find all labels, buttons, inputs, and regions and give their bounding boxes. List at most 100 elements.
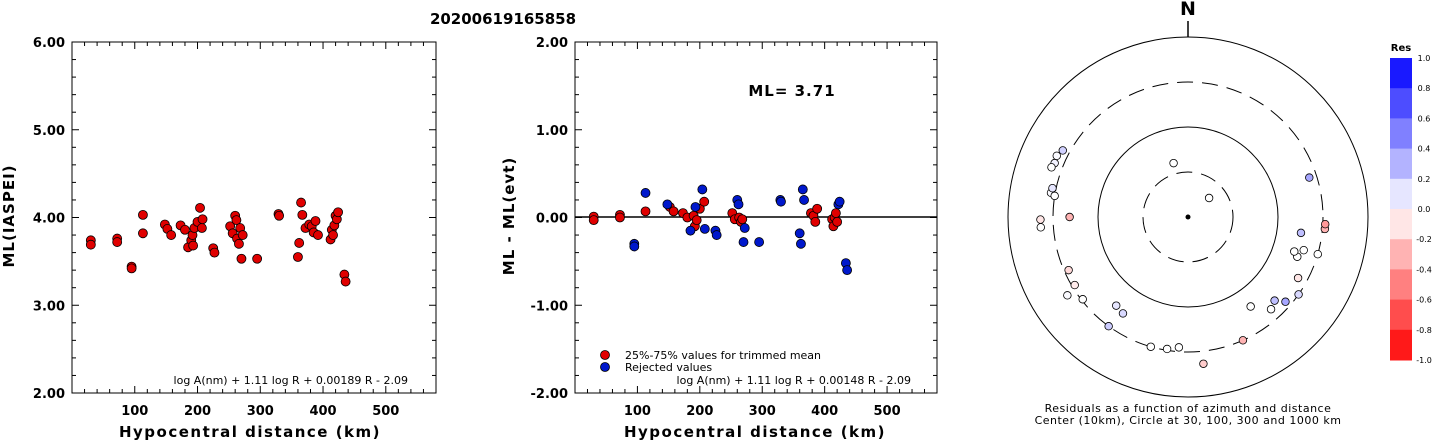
colorbar-cell — [1390, 209, 1412, 240]
rejected-point — [711, 230, 722, 240]
ml-residual-x-axis: 100 200 300 400 500 — [586, 42, 926, 419]
epicenter-dot — [1185, 214, 1191, 220]
station-residual-marker — [1169, 158, 1178, 168]
ml-iaspei-point — [236, 253, 247, 264]
colorbar-tick-label: -0.8 — [1416, 326, 1432, 335]
ml-iaspei-ytick-label: 2.00 — [33, 387, 65, 402]
station-residual-marker — [1266, 305, 1276, 314]
legend-marker-rejected — [600, 362, 610, 372]
rejected-point — [796, 238, 806, 249]
trimmed-mean-point — [832, 216, 843, 227]
trimmed-mean-point — [615, 212, 625, 223]
station-residual-marker — [1146, 342, 1155, 351]
station-residual-marker — [1199, 359, 1208, 368]
colorbar-cell — [1390, 58, 1412, 89]
ml-residual-ytick-label: 2.00 — [536, 36, 568, 51]
colorbar-tick-label: -0.4 — [1416, 265, 1432, 274]
station-residual-marker — [1078, 295, 1087, 304]
ml-residual-xtick-label: 500 — [873, 404, 900, 419]
ml-iaspei-point — [166, 230, 177, 240]
ml-iaspei-point — [112, 237, 123, 247]
trimmed-mean-point — [668, 206, 679, 217]
ml-iaspei-point — [252, 253, 263, 264]
rejected-point — [685, 225, 696, 236]
station-residual-marker — [1050, 191, 1059, 201]
ml-residual-ytick-label: -2.00 — [531, 387, 568, 402]
rejected-point — [690, 202, 701, 212]
colorbar-cell — [1390, 148, 1412, 180]
station-residual-marker — [1052, 151, 1061, 161]
ml-value-annotation: ML= 3.71 — [748, 82, 835, 100]
ml-iaspei-point — [188, 240, 199, 251]
colorbar-tick-label: 0.0 — [1418, 205, 1431, 214]
station-residual-marker — [1290, 247, 1299, 256]
colorbar-cell — [1390, 269, 1412, 301]
trimmed-mean-point — [588, 215, 599, 226]
station-residual-marker — [1174, 343, 1184, 352]
ml-iaspei-point — [231, 215, 242, 226]
ml-iaspei-ytick-label: 5.00 — [33, 124, 65, 139]
ml-residual-panel: -2.00 -1.00 0.00 1.00 2.00 100 200 300 400 500 M… — [500, 36, 938, 441]
station-residual-marker — [1246, 302, 1255, 311]
rejected-point — [834, 196, 845, 207]
ml-iaspei-point — [138, 228, 148, 239]
rejected-point — [797, 184, 808, 195]
colorbar-tick-label: -1.0 — [1416, 356, 1432, 365]
colorbar-tick-label: -0.2 — [1416, 235, 1432, 244]
legend-label-rejected: Rejected values — [625, 361, 712, 374]
colorbar-title: Res — [1391, 43, 1411, 54]
station-residual-marker — [1063, 291, 1072, 300]
station-residual-marker — [1305, 173, 1314, 182]
station-residual-marker — [1047, 163, 1056, 172]
colorbar-tick-label: 0.8 — [1418, 84, 1431, 93]
station-residual-marker — [1036, 215, 1045, 224]
ml-residual-xtick-label: 100 — [624, 404, 651, 419]
station-residual-marker — [1070, 280, 1079, 290]
rejected-point — [842, 265, 853, 276]
rejected-point — [754, 237, 765, 247]
ml-iaspei-point — [138, 209, 148, 220]
ml-iaspei-point — [197, 223, 207, 233]
station-residual-marker — [1112, 301, 1121, 310]
ml-iaspei-point — [195, 202, 205, 213]
ml-iaspei-xtick-label: 400 — [309, 404, 336, 419]
ml-iaspei-point — [237, 230, 248, 240]
rejected-point — [738, 237, 749, 247]
ml-iaspei-xtick-label: 300 — [247, 404, 274, 419]
rejected-point — [776, 196, 786, 207]
circle-30km — [1142, 171, 1234, 263]
station-residual-marker — [1321, 219, 1330, 229]
station-residual-marker — [1293, 273, 1303, 283]
colorbar-cell — [1390, 118, 1412, 150]
ml-iaspei-point — [310, 216, 321, 226]
station-residual-marker — [1294, 290, 1303, 299]
ml-residual-ytick-label: 0.00 — [536, 212, 568, 227]
ml-residual-formula: log A(nm) + 1.11 log R + 0.00148 R - 2.0… — [677, 374, 911, 387]
station-residual-marker — [1238, 336, 1248, 345]
ml-residual-ytick-label: 1.00 — [536, 124, 568, 139]
ml-residual-xtick-label: 200 — [686, 404, 713, 419]
rejected-point — [697, 184, 708, 195]
station-residual-marker — [1104, 322, 1113, 331]
residual-colorbar: Res 1.0 0.8 0.6 0.4 0.2 0.0 -0.2 -0.4 -0.6 -0.8 -1… — [1390, 43, 1432, 365]
legend-marker-trimmed — [600, 350, 610, 360]
ml-iaspei-point — [333, 207, 343, 218]
ml-iaspei-point — [313, 230, 323, 240]
ml-iaspei-point — [296, 197, 306, 208]
ml-residual-xlabel: Hypocentral distance (km) — [624, 423, 886, 441]
residual-polar-panel: N Residuals as a function of azimuth and… — [1007, 0, 1369, 427]
ml-iaspei-x-axis: 100 200 300 400 500 — [84, 42, 424, 419]
ml-iaspei-xtick-label: 100 — [121, 404, 148, 419]
station-residual-marker — [1036, 223, 1045, 232]
station-residual-marker — [1270, 296, 1279, 305]
station-residual-points — [1036, 146, 1330, 368]
rejected-point — [733, 199, 744, 210]
legend-label-trimmed: 25%-75% values for trimmed mean — [625, 349, 821, 362]
event-title: 20200619165858 — [430, 10, 576, 28]
polar-caption-line2: Center (10km), Circle at 30, 100, 300 an… — [1035, 414, 1342, 427]
trimmed-mean-point — [691, 215, 702, 226]
station-residual-marker — [1058, 146, 1067, 155]
ml-residual-ytick-label: -1.00 — [531, 299, 568, 314]
ml-residual-y-axis: -2.00 -1.00 0.00 1.00 2.00 — [531, 36, 937, 402]
